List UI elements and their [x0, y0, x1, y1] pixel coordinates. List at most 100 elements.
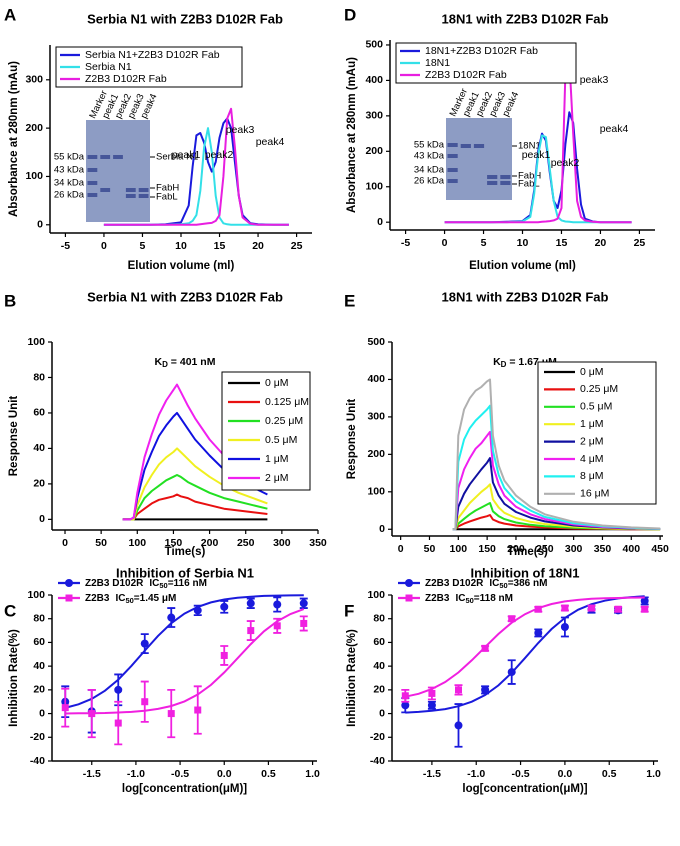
ic50-symbol: IC: [455, 593, 465, 604]
x-axis-label: Elution volume (ml): [469, 260, 576, 272]
x-tick-label: 0: [398, 543, 404, 555]
ic50-value: =116 nM: [168, 578, 207, 589]
gel-band: [87, 181, 98, 185]
y-tick-label: 80: [33, 371, 45, 383]
data-point: [588, 604, 595, 612]
gel-band: [87, 168, 98, 172]
data-point: [194, 706, 202, 714]
y-tick-label: 200: [367, 448, 385, 460]
peak-label: peak3: [226, 124, 255, 136]
data-point: [481, 685, 490, 694]
y-tick-label: 200: [25, 122, 43, 134]
kd-subscript: D: [162, 360, 168, 369]
y-tick-label: 40: [33, 660, 45, 672]
legend-label: 1 μM: [265, 453, 289, 465]
legend-marker: [405, 594, 413, 602]
gel-marker-label: 34 kDa: [414, 165, 445, 176]
x-tick-label: 0: [101, 240, 107, 252]
panel-letter: F: [344, 601, 354, 620]
data-point: [401, 701, 410, 710]
data-point: [114, 685, 123, 694]
data-point: [507, 668, 516, 677]
data-point: [640, 596, 649, 605]
legend-box: [221, 371, 311, 491]
kd-subscript: D: [501, 360, 507, 369]
gel-marker-label: 55 kDa: [54, 152, 85, 163]
x-tick-label: -1.5: [423, 768, 441, 780]
y-axis-label: Response Unit: [346, 399, 358, 480]
data-point: [247, 627, 255, 635]
chart-title: Inhibition of Serbia N1: [116, 565, 254, 580]
ic50-subscript: 50: [465, 596, 473, 605]
data-point: [401, 692, 409, 700]
x-tick-label: -5: [401, 237, 410, 249]
legend-box: [55, 46, 243, 88]
peak-label: peak4: [600, 123, 629, 135]
peak-label: peak1: [522, 149, 551, 161]
ic50-subscript: 50: [159, 581, 167, 590]
ic50-symbol: IC: [149, 578, 159, 589]
legend-label: Z2B3 D102R Fab: [85, 73, 167, 85]
chart-title: 18N1 with Z2B3 D102R Fab: [442, 11, 609, 26]
data-point: [534, 628, 543, 637]
x-tick-label: 25: [291, 240, 303, 252]
chart-title: 18N1 with Z2B3 D102R Fab: [442, 289, 609, 304]
data-point: [246, 599, 255, 608]
y-tick-label: 0: [379, 523, 385, 535]
y-tick-label: 80: [373, 612, 385, 624]
gel-band: [500, 181, 511, 185]
x-tick-label: 0.5: [602, 768, 617, 780]
gel-band: [447, 168, 458, 172]
panel-letter: C: [4, 601, 16, 620]
peak-label: peak1: [172, 149, 201, 161]
x-tick-label: 15: [556, 237, 568, 249]
gel-band: [460, 144, 471, 148]
x-tick-label: 250: [536, 543, 554, 555]
y-tick-label: 100: [367, 589, 385, 601]
y-tick-label: 0: [37, 219, 43, 231]
panel-letter: E: [344, 291, 355, 310]
x-tick-label: 10: [517, 237, 529, 249]
legend-label: 0.125 μM: [265, 396, 309, 408]
x-tick-label: 5: [140, 240, 146, 252]
x-tick-label: -1.0: [467, 768, 485, 780]
data-point: [299, 599, 308, 608]
x-axis-label: log[concentration(μM)]: [462, 783, 587, 795]
series-line: [452, 502, 661, 531]
y-tick-label: -40: [30, 755, 45, 767]
fit-curve: [405, 595, 645, 714]
peak-label: peak2: [205, 149, 234, 161]
gel-band: [125, 188, 136, 192]
x-tick-label: 350: [594, 543, 612, 555]
data-point: [220, 651, 228, 659]
peak-label: peak3: [580, 74, 609, 86]
y-tick-label: -20: [370, 731, 385, 743]
legend-label: Z2B3 D102R IC50=386 nM: [425, 578, 547, 590]
x-axis-label: Elution volume (ml): [128, 260, 235, 272]
x-tick-label: 200: [507, 543, 525, 555]
y-axis-label: Inhibition Rate(%): [8, 629, 20, 727]
data-point: [167, 613, 176, 622]
legend-label: 18N1: [425, 57, 450, 69]
y-tick-label: 20: [33, 478, 45, 490]
x-tick-label: 0.5: [261, 768, 276, 780]
series-line: [103, 107, 289, 226]
y-tick-label: -40: [370, 755, 385, 767]
gel-band: [487, 181, 498, 185]
x-tick-label: 0.0: [558, 768, 573, 780]
gel-band: [100, 155, 111, 159]
y-tick-label: 300: [25, 74, 43, 86]
y-tick-label: 500: [367, 336, 385, 348]
y-tick-label: 0: [39, 707, 45, 719]
x-tick-label: 300: [565, 543, 583, 555]
x-tick-label: 20: [595, 237, 607, 249]
y-tick-label: -20: [30, 731, 45, 743]
gel-band-label: FabH: [156, 183, 179, 194]
data-point: [88, 710, 96, 718]
gel-band: [100, 188, 111, 192]
legend-name: Z2B3: [85, 593, 110, 604]
gel-marker-label: 34 kDa: [54, 178, 85, 189]
y-tick-label: 300: [365, 110, 383, 122]
legend-label: 0.25 μM: [265, 415, 303, 427]
